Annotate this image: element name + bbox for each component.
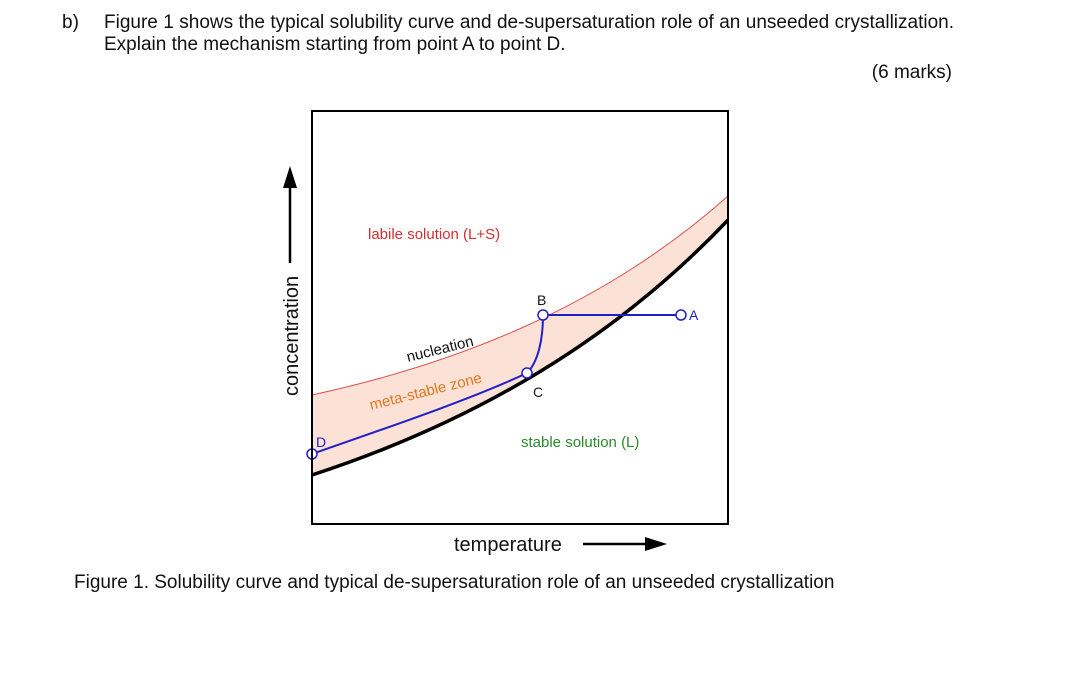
- point-a-marker: [675, 309, 687, 321]
- point-d-label: D: [316, 434, 326, 450]
- x-axis-arrow-head: [645, 537, 667, 551]
- point-b-marker: [537, 309, 549, 321]
- labile-label: labile solution (L+S): [368, 226, 500, 243]
- metastable-zone-fill: [312, 196, 728, 475]
- desupersaturation-path: [311, 314, 681, 455]
- x-axis-label: temperature: [454, 534, 562, 556]
- stable-label: stable solution (L): [521, 434, 639, 451]
- figure-caption: Figure 1. Solubility curve and typical d…: [74, 572, 835, 593]
- plot-frame: [311, 110, 729, 525]
- question-label: b): [62, 12, 79, 33]
- point-c-marker: [521, 367, 533, 379]
- point-a-label: A: [689, 307, 699, 323]
- y-axis-arrow-head: [283, 166, 297, 188]
- point-c-label: C: [533, 384, 543, 400]
- marks-label: (6 marks): [871, 62, 952, 83]
- point-b-label: B: [537, 292, 546, 308]
- solubility-curve: [311, 218, 730, 477]
- supersolubility-curve: [311, 195, 729, 396]
- y-axis-label: concentration: [281, 276, 303, 396]
- question-text: Figure 1 shows the typical solubility cu…: [104, 12, 954, 55]
